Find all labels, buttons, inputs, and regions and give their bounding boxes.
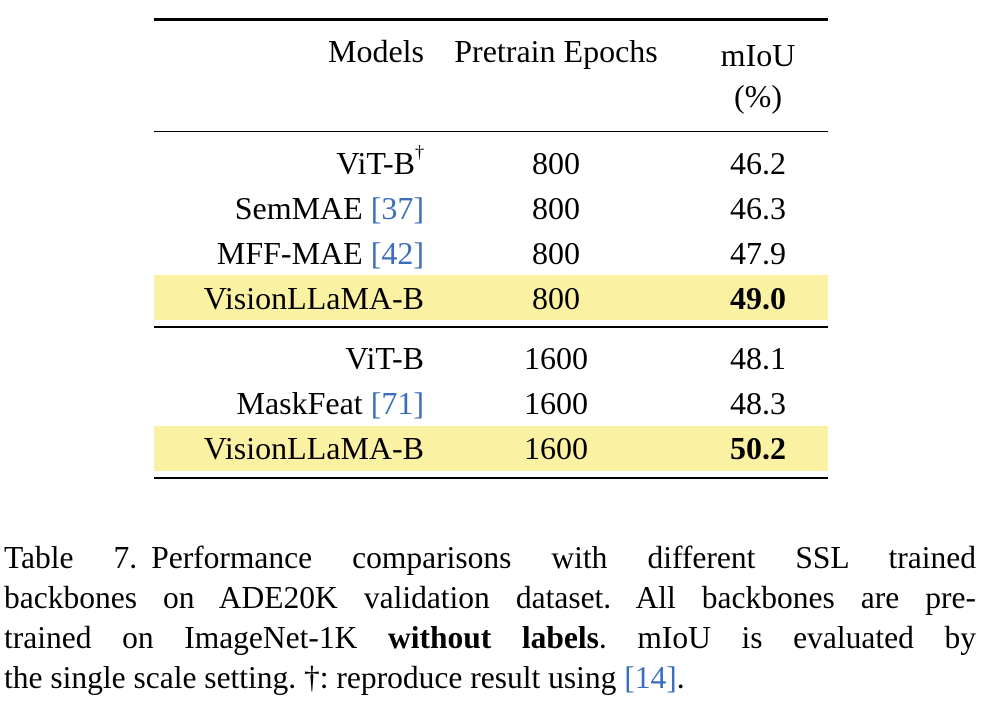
header-models: Models <box>328 32 424 69</box>
cell-model: VisionLLaMA-B <box>154 432 424 464</box>
model-name: MaskFeat <box>236 385 371 421</box>
cell-miou: 47.9 <box>730 234 786 271</box>
citation-link[interactable]: [37] <box>370 189 424 226</box>
cell-miou: 46.3 <box>730 189 786 226</box>
table-row: MaskFeat [71] 1600 48.3 <box>154 381 828 426</box>
header-pretrain-epochs: Pretrain Epochs <box>454 32 658 69</box>
table-row: ViT-B 1600 48.1 <box>154 336 828 381</box>
caption-line-4: the single scale setting. †: reproduce r… <box>4 658 976 698</box>
caption-text-1: Performance comparisons with different S… <box>151 540 976 575</box>
cell-miou: 50.2 <box>730 430 786 466</box>
caption-line-3: trained on ImageNet-1K without labels. m… <box>4 618 976 658</box>
cell-model: ViT-B <box>154 342 424 374</box>
bottom-rule <box>154 476 828 479</box>
cell-model: VisionLLaMA-B <box>154 282 424 314</box>
cell-epochs: 1600 <box>524 340 588 376</box>
cell-miou: 49.0 <box>730 279 786 316</box>
caption-bold-without-labels: without labels <box>388 620 599 655</box>
table-row: MFF-MAE [42] 800 47.9 <box>154 230 828 275</box>
model-name: VisionLLaMA-B <box>203 279 424 316</box>
cell-epochs: 800 <box>532 189 580 226</box>
model-name: VisionLLaMA-B <box>203 430 424 466</box>
mid-rule <box>154 326 828 328</box>
cell-epochs: 800 <box>532 234 580 271</box>
cell-epochs: 1600 <box>524 385 588 421</box>
results-table: Models Pretrain Epochs mIoU (%) ViT-B† 80… <box>154 18 828 479</box>
caption-text-4a: the single scale setting. †: reproduce r… <box>4 660 625 695</box>
cell-model: MaskFeat [71] <box>154 387 424 419</box>
table-caption: Table 7. Performance comparisons with dif… <box>4 538 976 698</box>
table-row: VisionLLaMA-B 800 49.0 <box>154 275 828 320</box>
caption-text-3a: trained on ImageNet-1K <box>4 620 389 655</box>
table-row: ViT-B† 800 46.2 <box>154 140 828 185</box>
dagger-mark: † <box>415 141 424 162</box>
caption-citation-link[interactable]: [14] <box>624 660 677 695</box>
cell-miou: 46.2 <box>730 144 786 181</box>
model-name: MFF-MAE <box>216 234 371 271</box>
cell-model: SemMAE [37] <box>154 192 424 224</box>
header-rule <box>154 130 828 132</box>
caption-line-2: backbones on ADE20K validation dataset. … <box>4 580 976 615</box>
cell-model: ViT-B† <box>154 143 424 181</box>
cell-model: MFF-MAE [42] <box>154 237 424 269</box>
table-group-800: ViT-B† 800 46.2 SemMAE [37] 800 46.3 MFF-MAE [… <box>154 140 828 320</box>
cell-epochs: 800 <box>532 279 580 316</box>
model-name: ViT-B <box>336 144 415 181</box>
caption-text-4b: . <box>676 660 685 695</box>
model-name: ViT-B <box>345 340 424 376</box>
top-rule <box>154 18 828 21</box>
caption-label: Table 7. <box>4 540 138 575</box>
caption-text-3b: . mIoU is evaluated by <box>598 620 976 655</box>
cell-miou: 48.1 <box>730 340 786 376</box>
header-miou: mIoU (%) <box>688 21 828 118</box>
caption-line-1: Table 7. Performance comparisons with dif… <box>4 538 976 578</box>
table-group-1600: ViT-B 1600 48.1 MaskFeat [71] 1600 48.3 Vision… <box>154 336 828 471</box>
citation-link[interactable]: [42] <box>370 234 424 271</box>
cell-epochs: 1600 <box>524 430 588 466</box>
cell-epochs: 800 <box>532 144 580 181</box>
header-miou-line1: mIoU <box>720 36 796 73</box>
citation-link[interactable]: [71] <box>370 385 424 421</box>
header-miou-line2: (%) <box>734 78 782 115</box>
table-row: SemMAE [37] 800 46.3 <box>154 185 828 230</box>
model-name: SemMAE <box>234 189 371 226</box>
header-row: Models Pretrain Epochs mIoU (%) <box>154 21 828 131</box>
table-row: VisionLLaMA-B 1600 50.2 <box>154 425 828 471</box>
cell-miou: 48.3 <box>730 385 786 421</box>
